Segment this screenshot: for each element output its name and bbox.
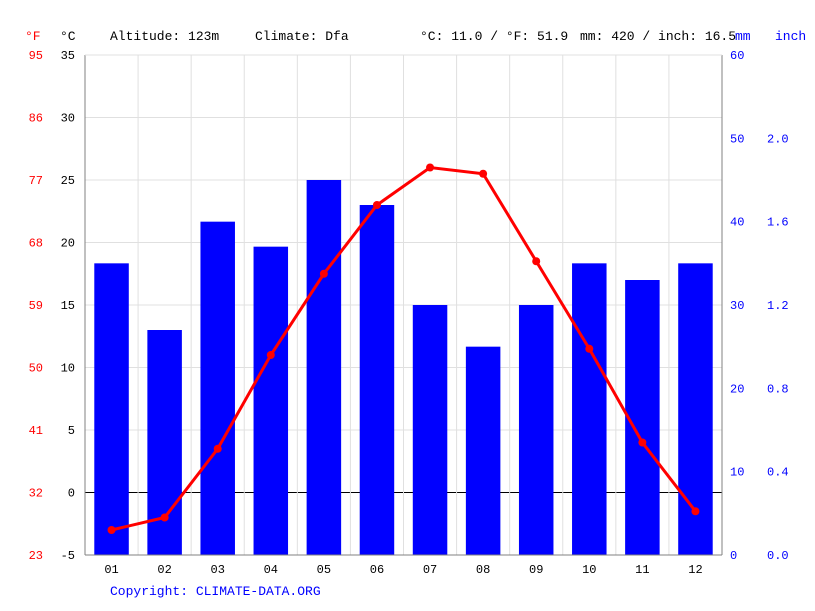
temp-marker	[161, 514, 169, 522]
precip-bar	[254, 247, 289, 555]
temp-marker	[214, 445, 222, 453]
tick-inch: 1.6	[767, 216, 789, 230]
tick-month: 12	[688, 563, 702, 577]
tick-month: 03	[211, 563, 225, 577]
tick-inch: 0.0	[767, 549, 789, 563]
precip-bar	[360, 205, 395, 555]
tick-inch: 0.8	[767, 382, 789, 396]
tick-c: 20	[61, 237, 75, 251]
temp-marker	[479, 170, 487, 178]
tick-month: 11	[635, 563, 649, 577]
temp-marker	[267, 351, 275, 359]
precip-bar	[307, 180, 342, 555]
tick-c: -5	[61, 549, 75, 563]
temp-marker	[426, 164, 434, 172]
tick-month: 07	[423, 563, 437, 577]
tick-month: 10	[582, 563, 596, 577]
temp-marker	[373, 201, 381, 209]
precip-bar	[519, 305, 554, 555]
tick-c: 0	[68, 487, 75, 501]
tick-c: 5	[68, 424, 75, 438]
tick-month: 06	[370, 563, 384, 577]
precip-bar	[94, 263, 129, 555]
tick-month: 08	[476, 563, 490, 577]
temp-marker	[532, 257, 540, 265]
tick-mm: 20	[730, 382, 744, 396]
tick-mm: 10	[730, 466, 744, 480]
chart-svg: °F °C Altitude: 123m Climate: Dfa °C: 11…	[0, 0, 815, 611]
tick-month: 09	[529, 563, 543, 577]
tick-c: 15	[61, 299, 75, 313]
tick-c: 35	[61, 49, 75, 63]
tick-inch: 1.2	[767, 299, 789, 313]
header-altitude: Altitude: 123m	[110, 29, 219, 44]
tick-f: 77	[29, 174, 43, 188]
tick-f: 86	[29, 112, 43, 126]
tick-f: 59	[29, 299, 43, 313]
precip-bar	[625, 280, 660, 555]
tick-inch: 0.4	[767, 466, 789, 480]
precip-bar	[413, 305, 448, 555]
axis-label-c: °C	[60, 29, 76, 44]
tick-mm: 30	[730, 299, 744, 313]
precip-bar	[572, 263, 607, 555]
temp-marker	[108, 526, 116, 534]
temp-marker	[638, 439, 646, 447]
tick-month: 02	[157, 563, 171, 577]
tick-mm: 50	[730, 132, 744, 146]
axis-label-mm: mm	[735, 29, 751, 44]
precip-bar	[200, 222, 235, 555]
tick-f: 23	[29, 549, 43, 563]
climate-chart: °F °C Altitude: 123m Climate: Dfa °C: 11…	[0, 0, 815, 611]
precip-bar	[466, 347, 501, 555]
header-climate: Climate: Dfa	[255, 29, 349, 44]
ticks-fahrenheit: 23 32 41 50 59 68 77 86 95	[29, 49, 43, 563]
tick-f: 95	[29, 49, 43, 63]
tick-month: 05	[317, 563, 331, 577]
tick-f: 32	[29, 487, 43, 501]
ticks-inch: 0.0 0.4 0.8 1.2 1.6 2.0	[767, 132, 789, 563]
tick-f: 68	[29, 237, 43, 251]
temp-marker	[691, 507, 699, 515]
tick-f: 50	[29, 362, 43, 376]
tick-mm: 60	[730, 49, 744, 63]
tick-f: 41	[29, 424, 43, 438]
header-precip-avg: mm: 420 / inch: 16.5	[580, 29, 736, 44]
header-temp-avg: °C: 11.0 / °F: 51.9	[420, 29, 568, 44]
tick-c: 25	[61, 174, 75, 188]
tick-mm: 0	[730, 549, 737, 563]
copyright-text: Copyright: CLIMATE-DATA.ORG	[110, 584, 321, 599]
tick-mm: 40	[730, 216, 744, 230]
ticks-mm: 0 10 20 30 40 50 60	[730, 49, 744, 563]
tick-c: 30	[61, 112, 75, 126]
temp-marker	[320, 270, 328, 278]
ticks-months: 01 02 03 04 05 06 07 08 09 10 11 12	[104, 563, 702, 577]
tick-month: 04	[264, 563, 278, 577]
axis-label-f: °F	[25, 29, 41, 44]
tick-c: 10	[61, 362, 75, 376]
tick-inch: 2.0	[767, 132, 789, 146]
temp-marker	[585, 345, 593, 353]
tick-month: 01	[104, 563, 118, 577]
ticks-celsius: -5 0 5 10 15 20 25 30 35	[61, 49, 75, 563]
axis-label-inch: inch	[775, 29, 806, 44]
